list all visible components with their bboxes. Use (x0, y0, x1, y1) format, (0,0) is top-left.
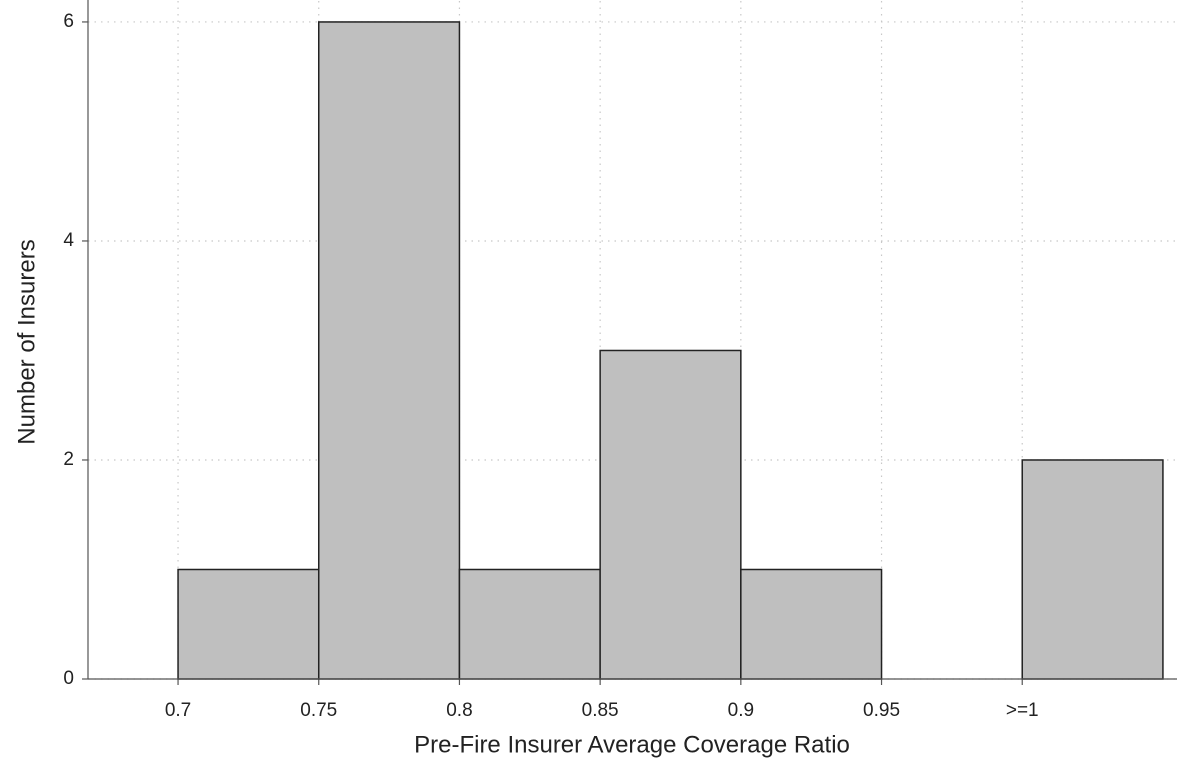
x-axis-label: Pre-Fire Insurer Average Coverage Ratio (414, 731, 850, 758)
bar (1021, 459, 1164, 680)
x-tick-label: >=1 (1006, 700, 1039, 721)
x-tick-label: 0.95 (863, 700, 900, 721)
bar (317, 21, 461, 680)
y-axis-label: Number of Insurers (13, 239, 40, 444)
y-tick-label: 4 (63, 230, 74, 251)
y-tick-label: 2 (63, 449, 74, 470)
bar (740, 568, 883, 680)
bar (458, 568, 601, 680)
x-tick-label: 0.9 (728, 700, 754, 721)
bar (177, 568, 320, 680)
x-tick-label: 0.75 (300, 700, 337, 721)
x-tick-label: 0.8 (446, 700, 472, 721)
x-tick-label: 0.7 (165, 700, 191, 721)
y-tick-label: 0 (63, 668, 74, 689)
x-tick-label: 0.85 (582, 700, 619, 721)
bar (599, 349, 742, 680)
y-tick-label: 6 (63, 11, 74, 32)
